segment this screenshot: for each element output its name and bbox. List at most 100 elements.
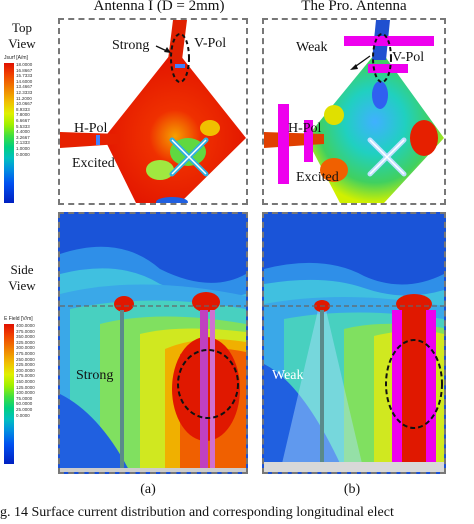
legend-efield-value: 0.0000 xyxy=(16,412,30,418)
label-excited: Excited xyxy=(72,156,115,171)
vpol-parasitic-bar xyxy=(368,64,408,73)
legend-jsurf-value: 11.2000 xyxy=(16,95,32,101)
legend-jsurf-value: 2.1333 xyxy=(16,140,30,146)
side-view-panel-left: Strong xyxy=(58,212,248,474)
column-title-left: Antenna I (D = 2mm) xyxy=(93,0,225,14)
field-hotspot xyxy=(114,296,134,312)
legend-efield-value: 150.0000 xyxy=(16,378,35,384)
current-patch xyxy=(320,158,348,182)
subcaption-a: (a) xyxy=(140,482,156,497)
hpol-parasitic-bar xyxy=(304,120,313,162)
field-hotspot xyxy=(396,294,432,314)
legend-efield-value: 175.0000 xyxy=(16,373,35,379)
legend-jsurf-value: 8.9333 xyxy=(16,106,30,112)
highlight-ellipse xyxy=(170,33,190,83)
efield-plot-left xyxy=(60,214,246,472)
legend-jsurf-value: 6.6667 xyxy=(16,117,30,123)
label-vpol: V-Pol xyxy=(392,50,425,65)
current-patch xyxy=(372,81,388,109)
legend-efield-value: 400.0000 xyxy=(16,323,35,328)
legend-jsurf-value: 3.2667 xyxy=(16,134,30,140)
current-patch xyxy=(410,120,438,156)
legend-jsurf-value: 5.5333 xyxy=(16,123,30,129)
legend-jsurf-value: 4.4000 xyxy=(16,129,30,135)
side-view-panel-right: Weak xyxy=(262,212,446,474)
legend-jsurf-value: 18.0000 xyxy=(16,62,33,67)
highlight-ellipse xyxy=(177,349,239,419)
horizontal-feed-arm xyxy=(60,132,120,148)
legend-jsurf-value: 7.8000 xyxy=(16,112,30,118)
top-view-panel-right: Weak V-Pol H-Pol Excited xyxy=(262,18,446,205)
label-hpol: H-Pol xyxy=(288,121,322,136)
top-view-panel-left: Strong V-Pol H-Pol Excited xyxy=(58,18,248,205)
legend-efield-value: 50.0000 xyxy=(16,401,33,407)
figure-caption: g. 14 Surface current distribution and c… xyxy=(0,505,394,520)
legend-efield-value: 325.0000 xyxy=(16,339,35,345)
label-weak: Weak xyxy=(272,368,304,383)
legend-jsurf-colorbar xyxy=(4,63,14,203)
column-title-right: The Pro. Antenna xyxy=(301,0,407,14)
highlight-ellipse xyxy=(385,339,443,429)
legend-jsurf: Jsurf [A/m] 18.0000 16.8667 15.7333 14.6… xyxy=(2,55,46,205)
legend-efield-value: 275.0000 xyxy=(16,350,35,356)
efield-plot-right xyxy=(264,214,444,472)
ground-plane xyxy=(264,462,444,472)
current-patch xyxy=(146,160,174,180)
label-vpol: V-Pol xyxy=(194,36,227,51)
port-marker xyxy=(96,135,100,145)
row-label-side-line1: Side xyxy=(10,262,34,277)
parasitic-post xyxy=(426,310,436,472)
vertical-feed-arm xyxy=(168,20,187,60)
legend-efield-value: 225.0000 xyxy=(16,362,35,368)
legend-efield-value: 200.0000 xyxy=(16,367,35,373)
legend-jsurf-value: 14.6000 xyxy=(16,78,33,84)
legend-efield-value: 350.0000 xyxy=(16,334,35,340)
legend-jsurf-value: 10.0667 xyxy=(16,101,33,107)
label-strong: Strong xyxy=(112,38,150,53)
pointer-arrowhead xyxy=(350,64,358,70)
label-excited: Excited xyxy=(296,170,339,185)
legend-efield-values: 400.0000 375.0000 350.0000 325.0000 300.… xyxy=(16,323,35,418)
legend-jsurf-value: 0.0000 xyxy=(16,151,30,157)
legend-jsurf-title: Jsurf [A/m] xyxy=(4,55,28,61)
row-label-top-line2: View xyxy=(8,36,36,51)
port-marker xyxy=(175,64,185,68)
row-label-side: Side View xyxy=(0,262,44,294)
ground-plane xyxy=(60,468,246,472)
legend-efield-colorbar xyxy=(4,324,14,464)
label-weak: Weak xyxy=(296,40,328,55)
current-patch xyxy=(324,105,344,125)
legend-jsurf-value: 12.3333 xyxy=(16,89,33,95)
legend-efield-title: E Field [V/m] xyxy=(4,316,33,322)
current-patch xyxy=(200,120,220,136)
row-label-top: Top View xyxy=(0,20,44,52)
legend-efield-value: 25.0000 xyxy=(16,406,33,412)
feed-pin xyxy=(120,310,124,470)
highlight-ellipse xyxy=(372,33,392,83)
pointer-arrow xyxy=(355,55,371,67)
legend-efield-value: 75.0000 xyxy=(16,395,33,401)
subcaption-b: (b) xyxy=(343,482,361,497)
field-hotspot xyxy=(192,292,220,312)
pointer-arrowhead xyxy=(164,47,171,53)
label-hpol: H-Pol xyxy=(74,121,108,136)
feed-pin xyxy=(320,310,324,470)
legend-efield: E Field [V/m] 400.0000 375.0000 350.0000… xyxy=(2,316,46,466)
legend-jsurf-values: 18.0000 16.8667 15.7333 14.6000 13.4667 … xyxy=(16,62,32,157)
legend-jsurf-value: 1.0000 xyxy=(16,145,30,151)
legend-efield-value: 375.0000 xyxy=(16,328,35,334)
legend-efield-value: 300.0000 xyxy=(16,345,35,351)
surface-current-plot-left xyxy=(60,20,246,203)
hpol-parasitic-bar xyxy=(278,104,289,184)
row-label-top-line1: Top xyxy=(11,20,33,35)
legend-jsurf-value: 13.4667 xyxy=(16,84,33,90)
current-patch xyxy=(156,197,188,203)
legend-jsurf-value: 16.8667 xyxy=(16,67,33,73)
surface-current-plot-right xyxy=(264,20,444,203)
antenna-body xyxy=(104,55,246,203)
legend-efield-value: 100.0000 xyxy=(16,390,35,396)
parasitic-post xyxy=(210,310,215,472)
parasitic-post xyxy=(200,310,208,472)
legend-jsurf-value: 15.7333 xyxy=(16,73,33,79)
row-label-side-line2: View xyxy=(8,278,36,293)
